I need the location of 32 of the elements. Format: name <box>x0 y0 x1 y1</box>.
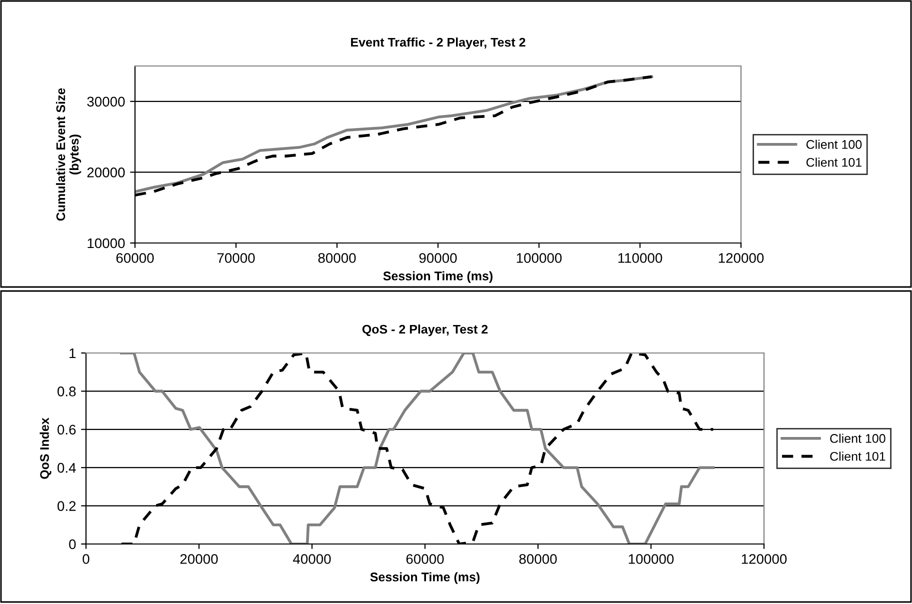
chart-title: Event Traffic - 2 Player, Test 2 <box>351 37 526 50</box>
x-tick-label: 90000 <box>419 253 457 263</box>
x-tick-label: 70000 <box>217 253 255 263</box>
x-axis-title: Session Time (ms) <box>383 271 492 283</box>
legend-label: Client 101 <box>806 158 862 167</box>
x-axis-title: Session Time (ms) <box>370 572 480 584</box>
x-tick-label: 100000 <box>628 554 674 564</box>
legend-label: Client 100 <box>806 140 862 149</box>
y-tick-label: 0 <box>69 539 76 550</box>
x-tick-label: 80000 <box>318 253 356 263</box>
y-tick-label: 1 <box>70 348 76 358</box>
legend-label: Client 100 <box>830 434 886 443</box>
y-tick-label: 10000 <box>88 238 125 248</box>
y-tick-label: 30000 <box>87 96 125 107</box>
x-tick-label: 60000 <box>116 253 154 263</box>
x-tick-label: 120000 <box>742 554 787 564</box>
chart-title: QoS - 2 Player, Test 2 <box>362 324 488 336</box>
y-tick-label: 20000 <box>87 168 125 178</box>
x-tick-label: 120000 <box>718 253 764 263</box>
legend-label: Client 101 <box>830 452 886 461</box>
x-tick-label: 60000 <box>406 554 444 564</box>
x-tick-label: 80000 <box>519 554 557 564</box>
y-tick-label: 0.4 <box>58 462 76 473</box>
x-tick-label: 40000 <box>293 554 331 564</box>
x-tick-label: 100000 <box>516 253 562 263</box>
x-tick-label: 110000 <box>618 253 662 263</box>
y-axis-title: Cumulative Event Size (bytes) <box>56 88 82 221</box>
x-tick-label: 20000 <box>180 554 218 564</box>
y-axis-title: QoS Index <box>40 418 52 479</box>
y-tick-label: 0.6 <box>58 424 76 435</box>
y-tick-label: 0.2 <box>58 501 76 511</box>
y-tick-label: 0.8 <box>58 386 76 396</box>
